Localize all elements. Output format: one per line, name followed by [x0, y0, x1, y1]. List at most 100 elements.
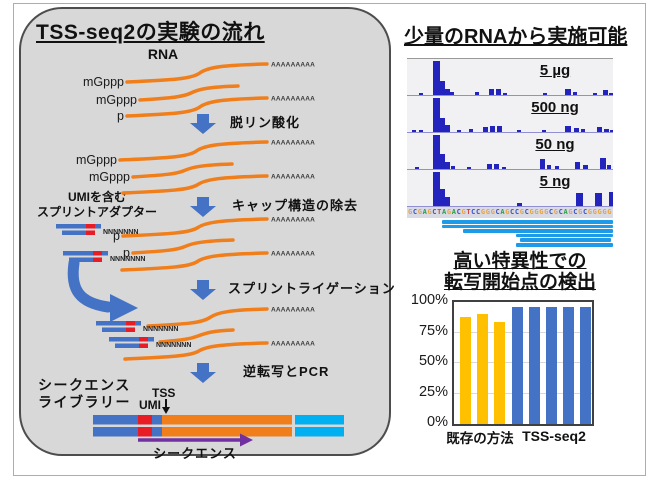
library-caption-line2: ライブラリー — [38, 393, 131, 410]
strand-cap-label: p — [113, 229, 120, 243]
strand-cap-label: p — [123, 246, 130, 260]
polya-tail-label: AAAAAAAAA — [271, 251, 315, 258]
step-arrow — [190, 114, 216, 134]
coverage-bar — [440, 81, 445, 95]
rna-strand — [131, 238, 235, 255]
genome-base: G — [544, 208, 549, 216]
coverage-bar — [609, 93, 613, 95]
coverage-bar — [604, 129, 609, 132]
genome-base: G — [519, 208, 524, 216]
library-bar-segment — [162, 415, 292, 425]
splint-adapter-segment — [95, 224, 101, 229]
genome-base: A — [451, 208, 456, 216]
sequencing-arrow-label: シークエンス — [153, 446, 237, 461]
coverage-bar — [540, 159, 545, 169]
coverage-bar — [445, 125, 450, 132]
chart-bar — [494, 322, 505, 424]
library-bar-segment — [295, 415, 344, 425]
genome-base: A — [442, 208, 447, 216]
coverage-bar — [610, 130, 613, 132]
genome-base: G — [461, 208, 466, 216]
genome-base: G — [529, 208, 534, 216]
rna-strand — [121, 174, 269, 195]
genome-base: T — [437, 208, 442, 216]
umi-n-label: NNNNNNN — [110, 256, 145, 263]
coverage-bar — [603, 90, 608, 95]
rna-strand — [120, 251, 269, 272]
step-label-dephosphorylation: 脱リン酸化 — [230, 115, 300, 130]
coverage-bar — [497, 126, 502, 132]
splint-adapter-segment — [115, 343, 139, 348]
genome-base: C — [412, 208, 418, 216]
coverage-bar — [433, 172, 440, 206]
genome-base: G — [490, 208, 495, 216]
rna-heading: RNA — [148, 46, 178, 62]
low-input-title: 少量のRNAから実施可能 — [404, 26, 628, 48]
ytick-label: 100% — [410, 292, 448, 308]
coverage-bar — [419, 130, 423, 132]
chart-bar — [512, 307, 523, 424]
splint-adapter-segment — [63, 251, 93, 256]
splint-adapter-segment — [93, 251, 102, 256]
genome-base: C — [514, 208, 520, 216]
chart-bar — [563, 307, 574, 424]
genome-base: G — [485, 208, 490, 216]
genome-base: A — [422, 208, 427, 216]
rna-strand — [118, 140, 269, 162]
curved-arrow-head — [110, 294, 138, 322]
coverage-bar — [457, 130, 461, 132]
genome-base: C — [548, 208, 554, 216]
coverage-bar — [542, 130, 546, 132]
coverage-track: 5 µg — [407, 59, 613, 96]
chart-bar — [546, 307, 557, 424]
coverage-bar — [412, 130, 416, 132]
tss-detection-bar-chart — [452, 300, 594, 426]
chart-bar — [477, 314, 488, 424]
genome-base: C — [432, 208, 437, 216]
splint-adapter-segment — [126, 327, 135, 332]
coverage-bar — [576, 193, 583, 206]
polya-tail-label: AAAAAAAAA — [271, 307, 315, 314]
tss-label: TSS — [152, 386, 175, 400]
chart-bar — [529, 307, 540, 424]
coverage-bar — [595, 193, 602, 206]
ytick-label: 0% — [427, 414, 448, 430]
coverage-bar — [547, 165, 551, 169]
genome-base: G — [597, 208, 602, 216]
genome-base: A — [563, 208, 568, 216]
coverage-bar — [445, 89, 450, 95]
polya-tail-label: AAAAAAAAA — [271, 140, 315, 147]
genome-base: G — [568, 208, 573, 216]
library-caption: シークエンス ライブラリー — [38, 377, 131, 410]
genome-base: T — [466, 208, 471, 216]
strand-cap-label: mGppp — [83, 75, 124, 89]
coverage-bar — [607, 165, 611, 169]
adapter-caption-line2: スプリントアダプター — [37, 204, 157, 219]
genome-base: G — [408, 208, 413, 216]
coverage-bar — [581, 129, 585, 132]
coverage-bar — [573, 92, 577, 95]
read-bar — [516, 233, 613, 238]
ytick-label: 50% — [418, 353, 448, 369]
coverage-bar — [517, 203, 522, 206]
splint-adapter-segment — [102, 327, 126, 332]
genome-base: C — [558, 208, 563, 216]
splint-adapter-segment — [148, 337, 154, 342]
splint-adapter-segment — [135, 321, 141, 326]
splint-adapter-segment — [139, 343, 148, 348]
coverage-bar — [419, 93, 423, 95]
polya-tail-label: AAAAAAAAA — [271, 341, 315, 348]
library-bar-segment — [93, 427, 138, 437]
polya-tail-label: AAAAAAAAA — [271, 62, 315, 69]
coverage-bar — [517, 130, 521, 132]
genome-base: G — [602, 208, 607, 216]
adapter-caption-line1: UMIを含む — [68, 189, 126, 204]
ytick-label: 25% — [418, 383, 448, 400]
genome-base: G — [480, 208, 486, 216]
library-bar-segment — [152, 415, 162, 425]
gridline — [454, 392, 592, 394]
